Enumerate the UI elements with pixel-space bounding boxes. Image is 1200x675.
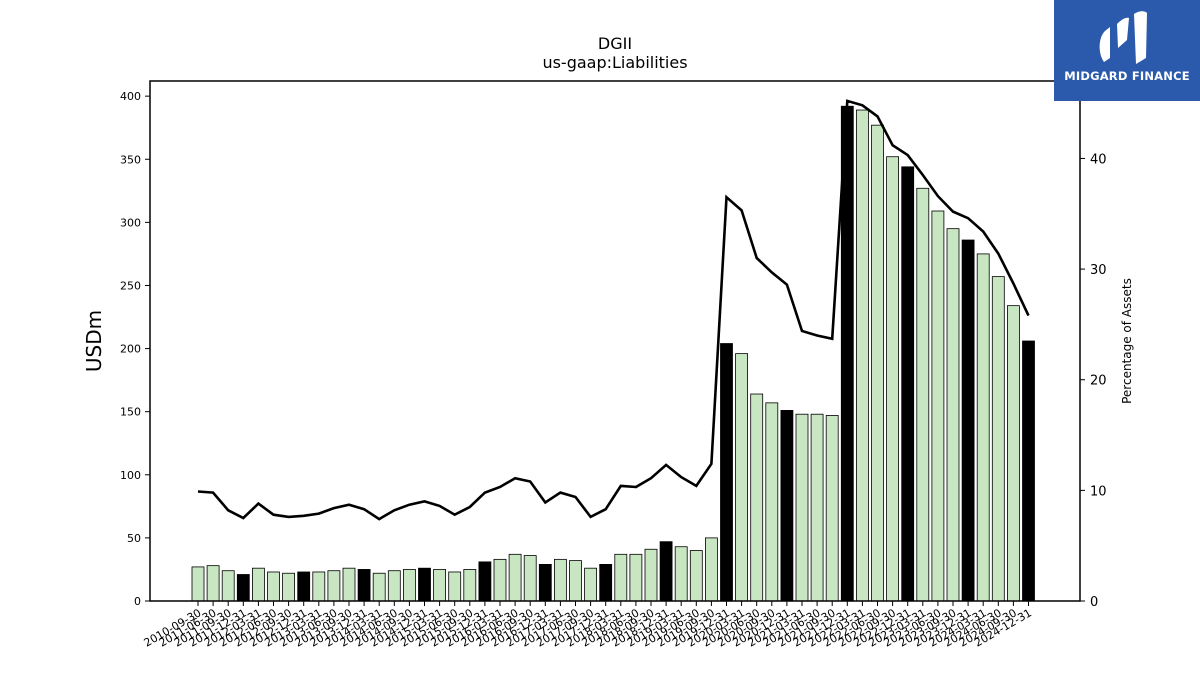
bar xyxy=(342,567,356,602)
bar xyxy=(433,569,447,602)
y2-tick-label: 30 xyxy=(1090,263,1107,278)
bar xyxy=(297,571,311,602)
bar xyxy=(523,555,537,602)
y2-tick-label: 40 xyxy=(1090,152,1107,167)
bar xyxy=(191,566,205,602)
bar xyxy=(538,563,552,602)
y-tick-label: 400 xyxy=(120,90,141,103)
bar xyxy=(493,558,507,602)
bar xyxy=(1022,340,1035,602)
bar xyxy=(463,569,477,602)
plot-frame xyxy=(149,80,1081,602)
bar xyxy=(916,187,930,602)
y-tick-label: 50 xyxy=(127,532,141,545)
bar xyxy=(886,156,899,602)
logo-mark-icon xyxy=(1099,11,1147,64)
bar xyxy=(402,569,416,602)
bar xyxy=(901,166,915,602)
bar xyxy=(599,563,613,602)
y-tick-label: 300 xyxy=(120,216,141,229)
bar xyxy=(856,109,869,602)
bar xyxy=(418,567,431,602)
chart-title: DGII xyxy=(597,34,633,53)
y-tick-label: 100 xyxy=(120,469,141,482)
right-axis-ticks: 0 10 20 30 40 xyxy=(1080,152,1107,610)
bar xyxy=(674,546,688,602)
bar xyxy=(236,574,250,602)
logo-text: MIDGARD FINANCE xyxy=(1064,69,1190,83)
bar xyxy=(584,567,597,602)
bar xyxy=(825,415,839,602)
y-tick-label: 350 xyxy=(120,153,141,166)
bar xyxy=(735,353,748,602)
y2-axis-label: Percentage of Assets xyxy=(1120,278,1134,404)
bar xyxy=(221,570,235,602)
chart-subtitle: us-gaap:Liabilities xyxy=(542,53,688,72)
x-axis-ticks: 2010-09-302011-06-302011-09-302011-12-31… xyxy=(142,601,1034,650)
bar xyxy=(750,393,764,602)
bar xyxy=(644,548,658,602)
bar xyxy=(991,276,1005,602)
bar xyxy=(387,570,401,602)
bar xyxy=(720,343,733,602)
bar xyxy=(614,553,628,602)
bar xyxy=(689,550,703,602)
bar xyxy=(372,572,386,602)
bar xyxy=(871,124,884,602)
bar xyxy=(961,239,975,602)
y-tick-label: 150 xyxy=(120,406,141,419)
y2-tick-label: 10 xyxy=(1090,484,1107,499)
y-tick-label: 250 xyxy=(120,279,141,292)
bar xyxy=(478,561,492,602)
bar xyxy=(931,210,945,602)
bar xyxy=(810,413,824,602)
line-group xyxy=(197,99,1030,521)
bar xyxy=(206,565,220,602)
y-axis-label: USDm xyxy=(82,310,106,372)
bar xyxy=(946,228,960,602)
y2-tick-label: 0 xyxy=(1090,595,1098,610)
bar xyxy=(780,410,794,602)
left-axis-ticks: 0 50 100 150 200 250 300 350 400 xyxy=(120,90,150,608)
y-tick-label: 200 xyxy=(120,343,141,356)
bar xyxy=(282,572,296,602)
bar xyxy=(554,558,567,602)
bar xyxy=(327,570,341,602)
y2-tick-label: 20 xyxy=(1090,374,1107,389)
bar xyxy=(629,553,643,602)
y-tick-label: 0 xyxy=(134,595,141,608)
bar xyxy=(508,553,522,602)
bar xyxy=(659,541,673,602)
bar xyxy=(705,537,718,602)
bar xyxy=(569,560,582,602)
bar xyxy=(976,253,990,602)
bar xyxy=(448,571,462,602)
bar xyxy=(1007,305,1020,602)
midgard-logo: MIDGARD FINANCE xyxy=(1054,0,1200,101)
bar xyxy=(251,567,265,602)
bar xyxy=(357,569,371,602)
bar xyxy=(312,571,326,602)
bars-group xyxy=(191,105,1035,602)
bar xyxy=(795,413,809,602)
bar xyxy=(267,571,280,602)
percentage-line xyxy=(197,99,1030,521)
bar xyxy=(765,402,779,602)
